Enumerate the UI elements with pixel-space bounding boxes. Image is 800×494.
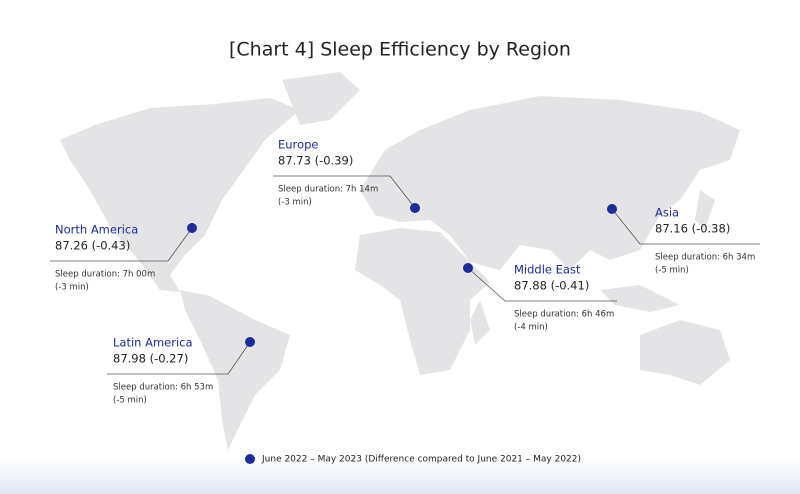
region-marker (187, 223, 197, 233)
region-marker (410, 203, 420, 213)
leader-line (167, 227, 193, 262)
sleep-duration: Sleep duration: 6h 53m (113, 383, 213, 393)
region-name: Latin America (113, 336, 193, 350)
legend-marker (245, 454, 255, 464)
world-map (60, 72, 740, 450)
sleep-duration: Sleep duration: 6h 34m (655, 253, 755, 263)
region-name: North America (55, 223, 138, 237)
region-marker (607, 204, 617, 214)
leader-line (467, 267, 506, 302)
duration-change: (-3 min) (278, 198, 312, 208)
sleep-duration: Sleep duration: 7h 14m (278, 185, 378, 195)
duration-change: (-5 min) (655, 266, 689, 276)
region-annotations: Europe 87.73 (-0.39) Sleep duration: 7h 14… (50, 138, 760, 406)
legend-text: June 2022 – May 2023 (Difference compare… (261, 455, 581, 465)
region-name: Europe (278, 138, 318, 152)
region-marker (463, 263, 473, 273)
region-score: 87.88 (-0.41) (514, 279, 589, 293)
duration-change: (-5 min) (113, 396, 147, 406)
region-score: 87.73 (-0.39) (278, 154, 353, 168)
region-score: 87.98 (-0.27) (113, 352, 188, 366)
duration-change: (-4 min) (514, 323, 548, 333)
region-score: 87.26 (-0.43) (55, 239, 130, 253)
region-name: Middle East (514, 263, 581, 277)
leader-line (611, 208, 641, 245)
title: [Chart 4] Sleep Efficiency by Region (229, 39, 571, 61)
region-score: 87.16 (-0.38) (655, 222, 730, 236)
sleep-duration: Sleep duration: 6h 46m (514, 310, 614, 320)
region-marker (245, 337, 255, 347)
leader-line (227, 341, 251, 375)
leader-line (389, 175, 416, 209)
duration-change: (-3 min) (55, 283, 89, 293)
sleep-duration: Sleep duration: 7h 00m (55, 270, 155, 280)
region-name: Asia (655, 206, 679, 220)
